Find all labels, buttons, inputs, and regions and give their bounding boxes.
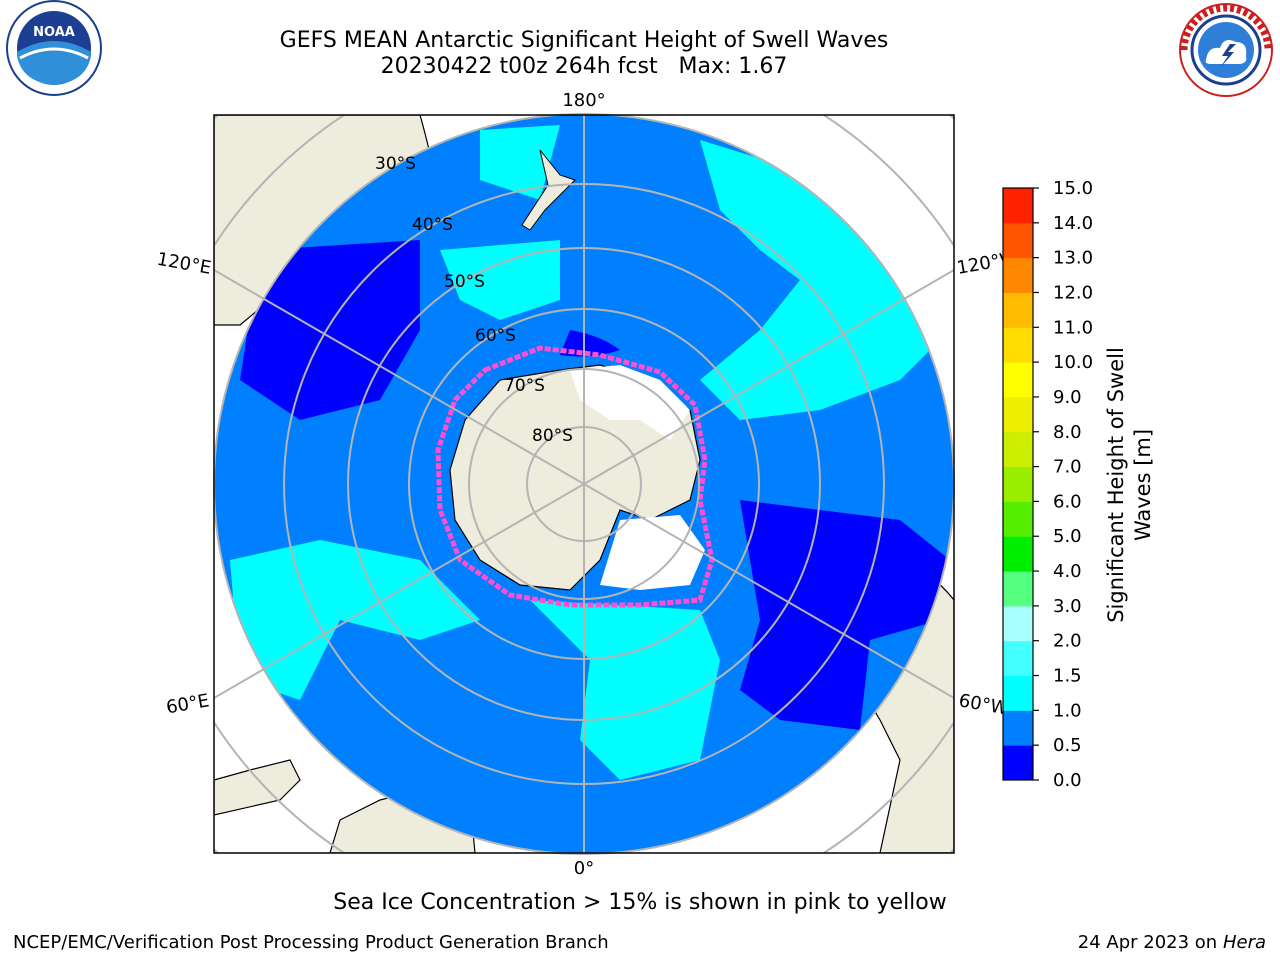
colorbar: 15.0 14.0 13.0 12.0 11.0 10.0 9.0 8.0 7.0 6.0 5.0 4… (1002, 178, 1093, 791)
colorbar-segment (1003, 396, 1033, 433)
colorbar-tick-label: 12.0 (1053, 282, 1093, 303)
colorbar-segment (1003, 710, 1033, 746)
colorbar-tick-label: 1.5 (1053, 666, 1082, 687)
colorbar-tick-label: 4.0 (1053, 561, 1082, 582)
noaa-logo-text: NOAA (33, 25, 75, 40)
colorbar-tick-label: 9.0 (1053, 387, 1082, 408)
colorbar-tick-label: 0.0 (1053, 770, 1082, 791)
footer-date: 24 Apr 2023 on (1077, 932, 1223, 953)
colorbar-segment (1003, 362, 1033, 398)
colorbar-segment (1003, 431, 1033, 468)
colorbar-tick-label: 11.0 (1053, 317, 1093, 338)
low-swell-region-south (560, 330, 620, 357)
lat-label-70s: 70°S (504, 376, 545, 396)
colorbar-segment (1003, 745, 1033, 781)
high-swell-region-northwest (440, 240, 560, 320)
colorbar-segment (1003, 640, 1033, 677)
sea-ice-caption: Sea Ice Concentration > 15% is shown in … (333, 890, 947, 915)
nws-logo (1179, 3, 1273, 97)
sea-ice-edge (435, 345, 715, 608)
colorbar-segment (1003, 188, 1033, 224)
colorbar-segment (1003, 327, 1033, 363)
high-swell-region-northeast (700, 140, 940, 420)
colorbar-tick-label: 6.0 (1053, 491, 1082, 512)
colorbar-label-line2: Waves [m] (1131, 429, 1155, 541)
colorbar-segment (1003, 466, 1033, 502)
colorbar-tick-label: 2.0 (1053, 631, 1082, 652)
colorbar-tick-label: 14.0 (1053, 213, 1093, 234)
colorbar-segment (1003, 675, 1033, 711)
lon-label-180: 180° (562, 90, 605, 111)
colorbar-tick-label: 15.0 (1053, 178, 1093, 199)
footer-organization: NCEP/EMC/Verification Post Processing Pr… (13, 932, 609, 953)
colorbar-tick-label: 1.0 (1053, 700, 1082, 721)
colorbar-segment (1003, 536, 1033, 572)
lon-label-60e: 60°E (165, 690, 211, 718)
high-swell-region-north (480, 125, 560, 200)
high-swell-region-south (530, 600, 720, 780)
colorbar-segment (1003, 222, 1033, 259)
lat-label-50s: 50°S (444, 272, 485, 292)
colorbar-tick-label: 8.0 (1053, 422, 1082, 443)
noaa-logo: NOAA (6, 0, 102, 96)
colorbar-segment (1003, 605, 1033, 642)
low-swell-region-east (740, 500, 950, 730)
lat-label-30s: 30°S (375, 154, 416, 174)
chart-subtitle: 20230422 t00z 264h fcst Max: 1.67 (380, 54, 788, 79)
ice-shelf-ross (570, 365, 690, 440)
footer-host: Hera (1222, 932, 1266, 953)
colorbar-segment (1003, 501, 1033, 537)
colorbar-tick-label: 7.0 (1053, 457, 1082, 478)
colorbar-segment (1003, 571, 1033, 607)
colorbar-label-line1: Significant Height of Swell (1104, 347, 1128, 623)
footer-timestamp: 24 Apr 2023 on Hera (1078, 932, 1266, 953)
ice-shelf-weddell (600, 515, 705, 590)
colorbar-segment (1003, 257, 1033, 293)
chart-title: GEFS MEAN Antarctic Significant Height o… (279, 28, 889, 53)
colorbar-tick-label: 10.0 (1053, 352, 1093, 373)
lon-label-60w: 60°W (957, 690, 1010, 719)
colorbar-tick-label: 3.0 (1053, 596, 1082, 617)
new-zealand-land (521, 149, 576, 231)
colorbar-tick-label: 5.0 (1053, 526, 1082, 547)
lat-label-80s: 80°S (532, 426, 573, 446)
lat-label-40s: 40°S (412, 215, 453, 235)
colorbar-segment (1003, 292, 1033, 328)
colorbar-tick-label: 13.0 (1053, 248, 1093, 269)
lon-label-0: 0° (574, 858, 594, 879)
colorbar-tick-label: 0.5 (1053, 735, 1082, 756)
lon-label-120e: 120°E (155, 249, 213, 279)
lat-label-60s: 60°S (475, 326, 516, 346)
